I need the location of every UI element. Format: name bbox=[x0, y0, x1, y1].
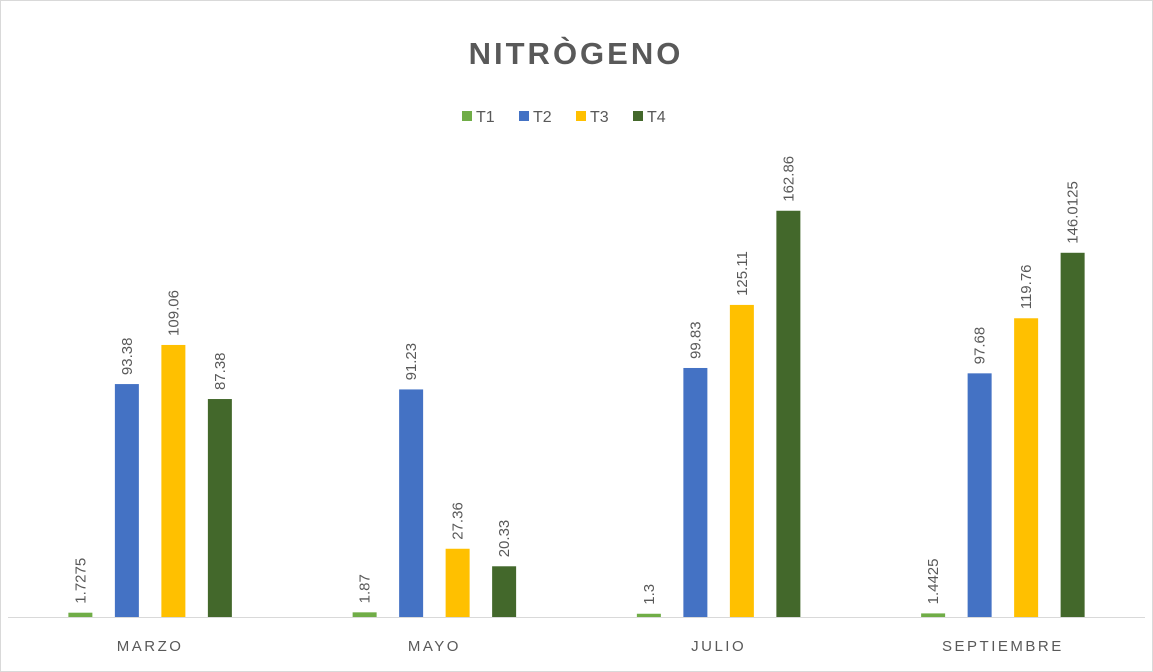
bar bbox=[921, 613, 946, 617]
x-tick-label: MARZO bbox=[117, 638, 184, 655]
bar bbox=[492, 566, 517, 617]
data-label: 87.38 bbox=[212, 352, 229, 390]
data-label: 119.76 bbox=[1018, 264, 1035, 309]
data-label: 1.87 bbox=[357, 574, 374, 603]
data-label: 20.33 bbox=[496, 520, 513, 558]
data-label: 1.7275 bbox=[72, 558, 89, 604]
x-tick-label: JULIO bbox=[691, 638, 746, 655]
legend-swatch bbox=[576, 111, 586, 121]
bar bbox=[683, 367, 708, 617]
bar bbox=[114, 384, 139, 617]
data-label: 97.68 bbox=[972, 327, 989, 365]
x-tick-label: SEPTIEMBRE bbox=[942, 638, 1064, 655]
legend-swatch bbox=[519, 111, 529, 121]
data-label: 91.23 bbox=[403, 343, 420, 381]
data-label: 1.3 bbox=[641, 584, 658, 605]
data-label: 162.86 bbox=[780, 156, 797, 202]
chart-title: NITRÒGENO bbox=[469, 35, 684, 71]
x-tick-label: MAYO bbox=[408, 638, 461, 655]
data-label: 109.06 bbox=[165, 290, 182, 336]
bar bbox=[967, 373, 992, 617]
data-label: 93.38 bbox=[119, 338, 136, 376]
legend-label: T3 bbox=[590, 109, 609, 126]
data-label: 125.11 bbox=[734, 251, 751, 296]
legend-label: T1 bbox=[476, 109, 495, 126]
data-label: 27.36 bbox=[450, 502, 467, 540]
bar bbox=[729, 304, 754, 617]
bar bbox=[636, 613, 661, 617]
bar bbox=[776, 210, 801, 618]
bar bbox=[1014, 318, 1039, 617]
legend-swatch bbox=[462, 111, 472, 121]
legend-swatch bbox=[633, 111, 643, 121]
legend-label: T2 bbox=[533, 109, 552, 126]
data-label: 99.83 bbox=[687, 321, 704, 359]
bar bbox=[399, 389, 424, 617]
bar bbox=[445, 548, 470, 617]
data-label: 1.4425 bbox=[925, 559, 942, 605]
bar bbox=[207, 399, 232, 617]
data-label: 146.0125 bbox=[1065, 181, 1082, 244]
bar bbox=[68, 612, 93, 617]
legend-label: T4 bbox=[647, 109, 666, 126]
bar bbox=[161, 344, 186, 617]
bar bbox=[352, 612, 377, 617]
bar bbox=[1060, 252, 1085, 617]
